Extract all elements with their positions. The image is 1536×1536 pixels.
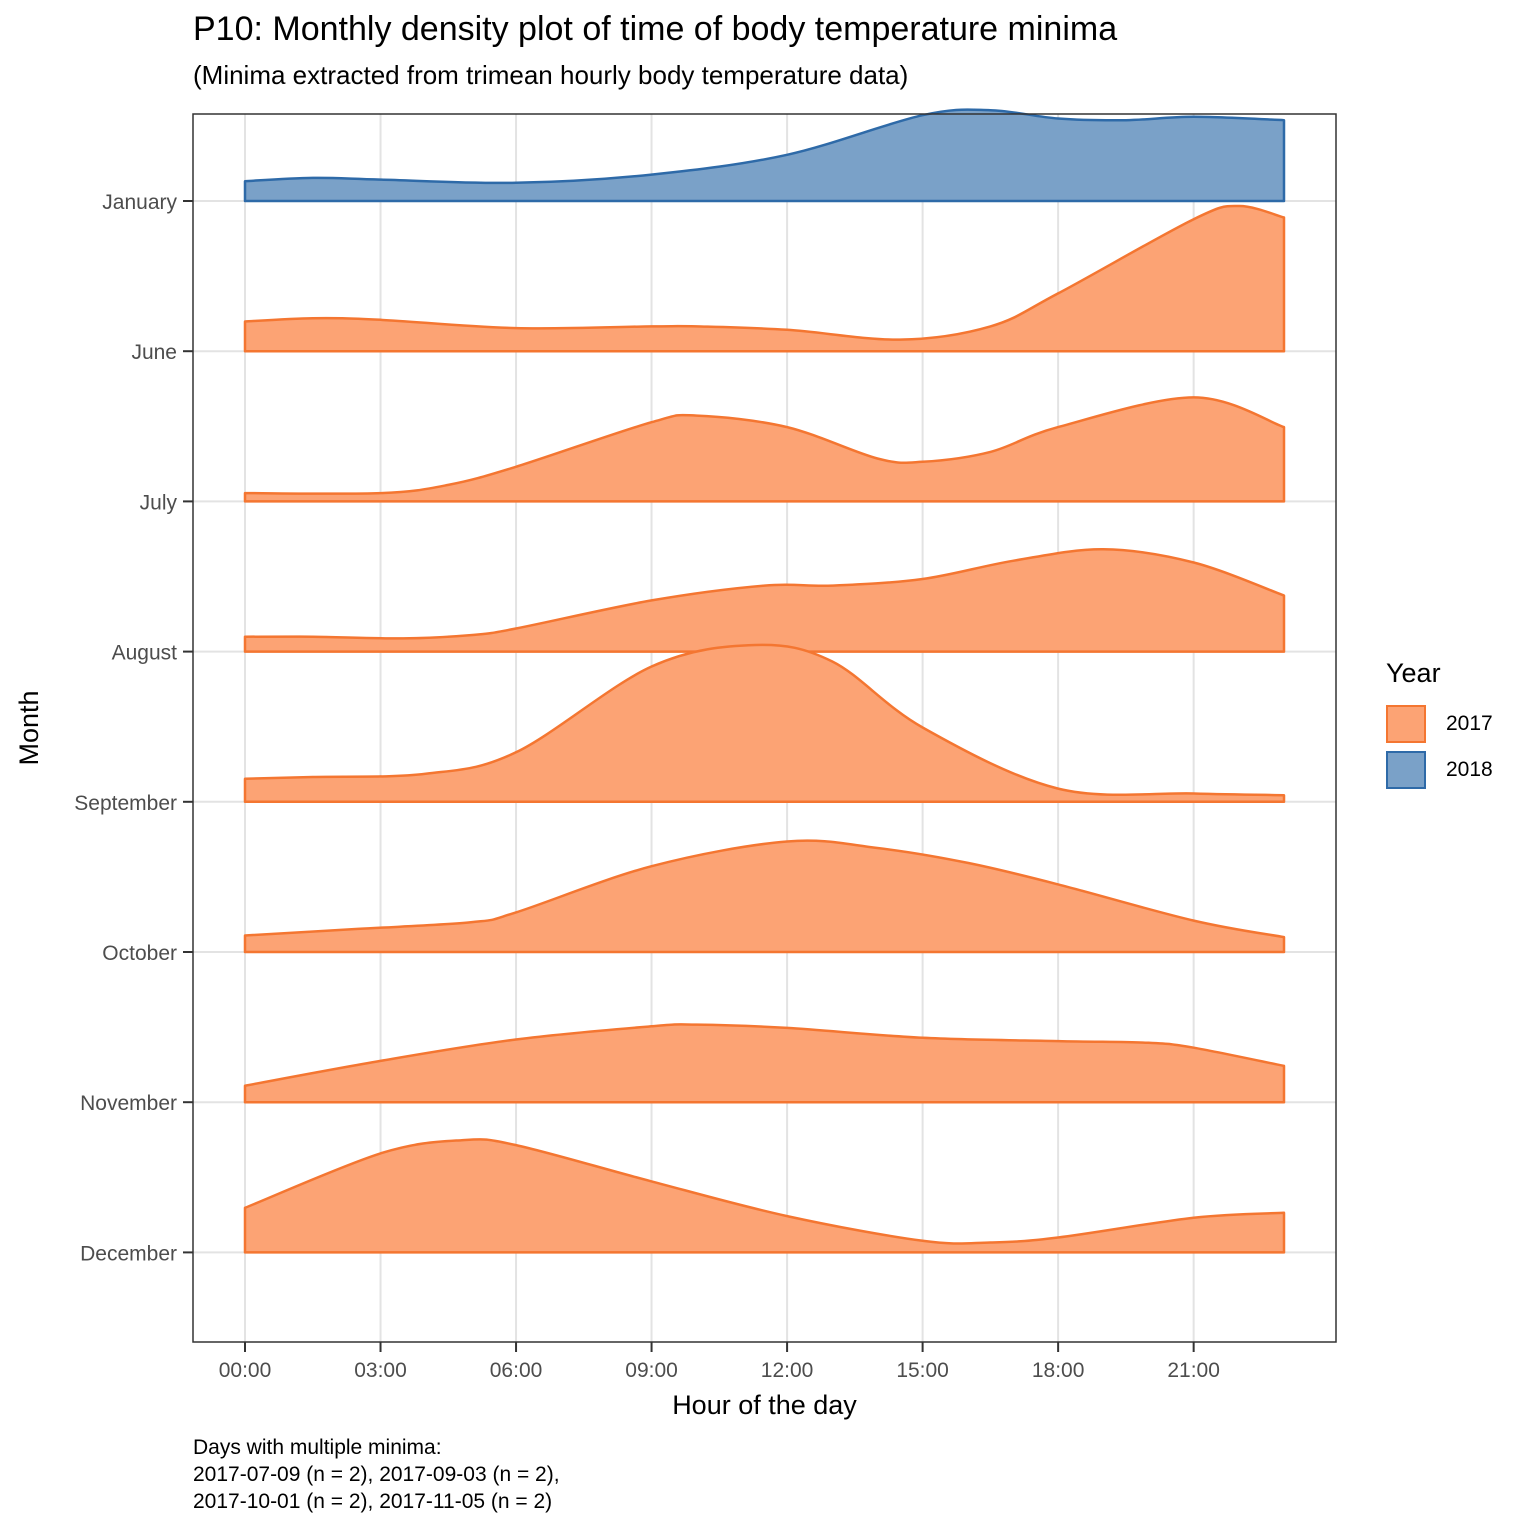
y-tick-label-december: December [80,1242,177,1265]
legend-item-2018: 2018 [1386,747,1493,793]
x-tick-label-4: 12:00 [761,1359,814,1382]
ridge-september [243,643,1286,804]
x-tick-label-0: 00:00 [219,1359,272,1382]
plot-panel-border [192,113,1337,1343]
ridge-july [243,396,1286,503]
legend-label-2017: 2017 [1446,712,1493,735]
y-tick-label-august: August [112,642,178,665]
caption: Days with multiple minima: 2017-07-09 (n… [193,1434,560,1515]
caption-line-3: 2017-10-01 (n = 2), 2017-11-05 (n = 2) [193,1490,553,1513]
y-tick-label-june: June [131,341,177,364]
y-tick-label-september: September [74,792,177,815]
ridge-june [243,204,1286,353]
x-tick-label-2: 06:00 [490,1359,543,1382]
x-tick-label-5: 15:00 [896,1359,949,1382]
y-tick-label-january: January [102,191,177,214]
ridge-layer [243,108,1286,1254]
y-tick-label-november: November [80,1092,177,1115]
x-tick-label-6: 18:00 [1032,1359,1085,1382]
legend-label-2018: 2018 [1446,758,1493,781]
chart-subtitle: (Minima extracted from trimean hourly bo… [193,60,909,90]
y-axis-label: Month [14,690,44,765]
legend: Year 2017 2018 [1386,658,1493,793]
ridge-january [243,108,1286,203]
y-tick-label-july: July [140,491,178,514]
ridge-november [243,1023,1286,1104]
x-axis-label: Hour of the day [672,1390,857,1420]
ridge-december [243,1138,1286,1254]
caption-line-1: Days with multiple minima: [193,1436,442,1459]
x-tick-label-7: 21:00 [1167,1359,1220,1382]
legend-item-2017: 2017 [1386,701,1493,747]
legend-key-2017 [1386,705,1426,743]
ridge-october [243,839,1286,954]
caption-line-2: 2017-07-09 (n = 2), 2017-09-03 (n = 2), [193,1463,560,1486]
legend-key-2018 [1386,751,1426,789]
x-tick-label-1: 03:00 [354,1359,407,1382]
ridge-august [243,548,1286,653]
legend-title: Year [1386,658,1441,688]
y-tick-label-october: October [102,942,177,965]
chart-title: P10: Monthly density plot of time of bod… [193,10,1118,48]
x-tick-label-3: 09:00 [625,1359,678,1382]
axis-layer: January June July August September October Nov… [14,191,1220,1420]
